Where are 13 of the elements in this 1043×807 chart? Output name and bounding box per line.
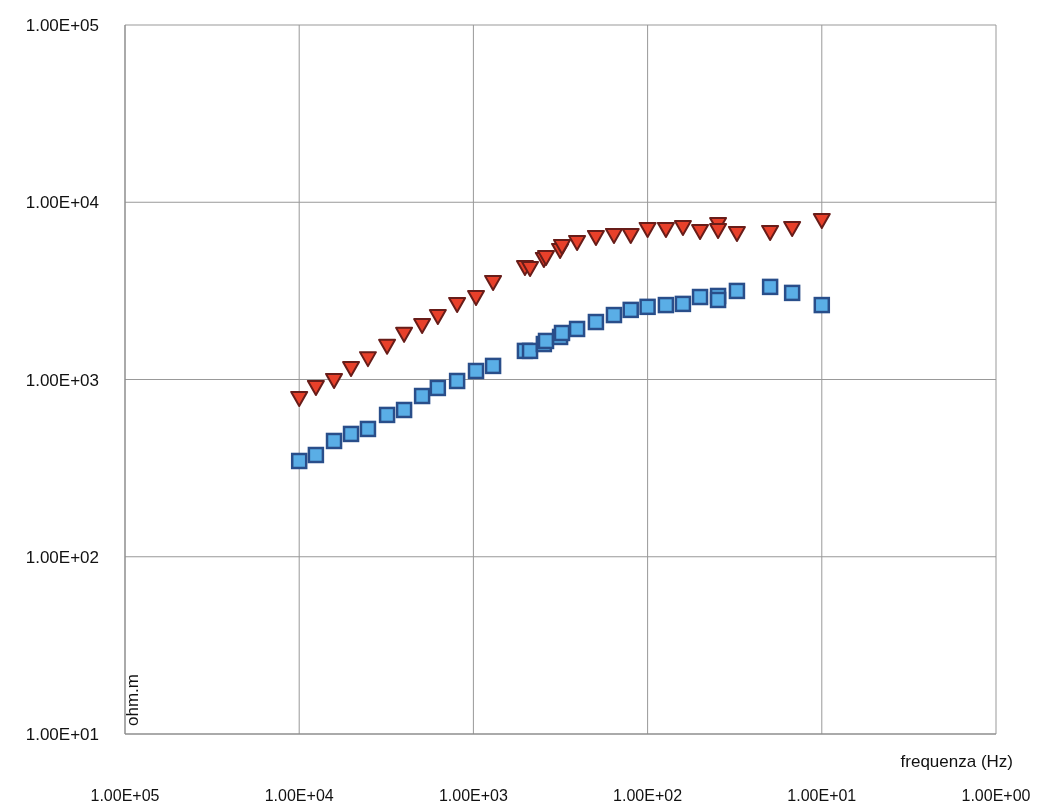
y-axis-title: ohm.m — [123, 673, 143, 728]
x-tick-label: 1.00E+03 — [438, 787, 508, 805]
y-tick-label: 1.00E+05 — [25, 16, 99, 36]
y-tick-label: 1.00E+04 — [25, 193, 99, 213]
y-tick-label: 1.00E+02 — [25, 547, 99, 567]
y-tick-label: 1.00E+01 — [25, 725, 99, 745]
x-tick-label: 1.00E+02 — [613, 787, 683, 805]
x-tick-label: 1.00E+01 — [787, 787, 857, 805]
x-tick-label: 1.00E+05 — [90, 787, 160, 805]
x-axis-title: frequenza (Hz) — [900, 752, 1013, 772]
x-tick-label: 1.00E+00 — [961, 787, 1031, 805]
y-tick-label: 1.00E+03 — [25, 370, 99, 390]
x-tick-label: 1.00E+04 — [264, 787, 334, 805]
